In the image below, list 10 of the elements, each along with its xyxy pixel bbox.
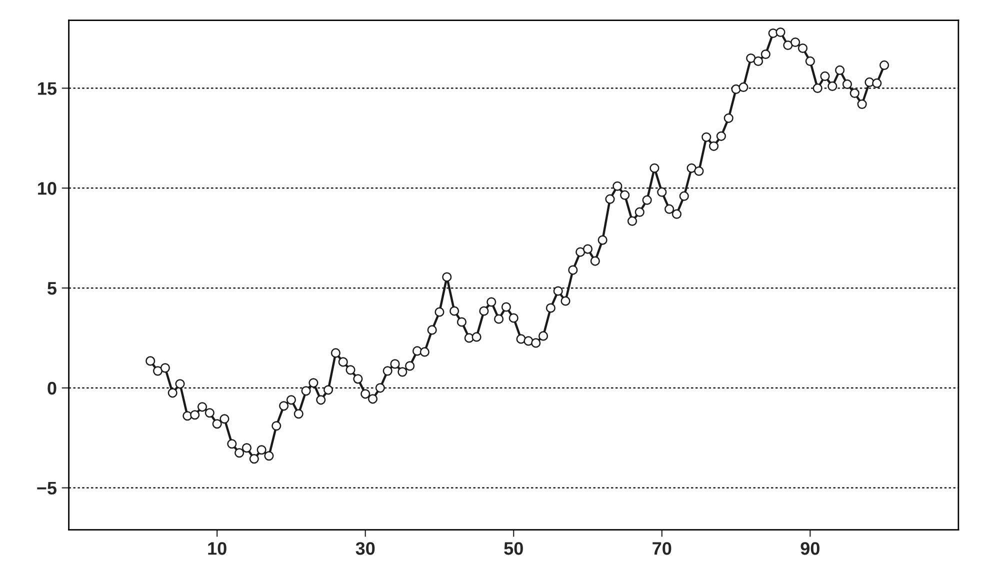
x-tick-label: 90 bbox=[800, 542, 820, 555]
y-tick-label: 15 bbox=[38, 82, 57, 95]
y-tick-label: 10 bbox=[38, 182, 56, 195]
x-tick-label: 50 bbox=[504, 542, 523, 555]
x-tick-label: 30 bbox=[356, 542, 375, 555]
y-tick-label: 5 bbox=[48, 282, 56, 295]
x-tick-label: 70 bbox=[652, 542, 672, 555]
y-tick-label: −5 bbox=[37, 482, 56, 495]
y-tick-label: 0 bbox=[48, 382, 56, 395]
x-tick-label: 10 bbox=[208, 542, 226, 555]
